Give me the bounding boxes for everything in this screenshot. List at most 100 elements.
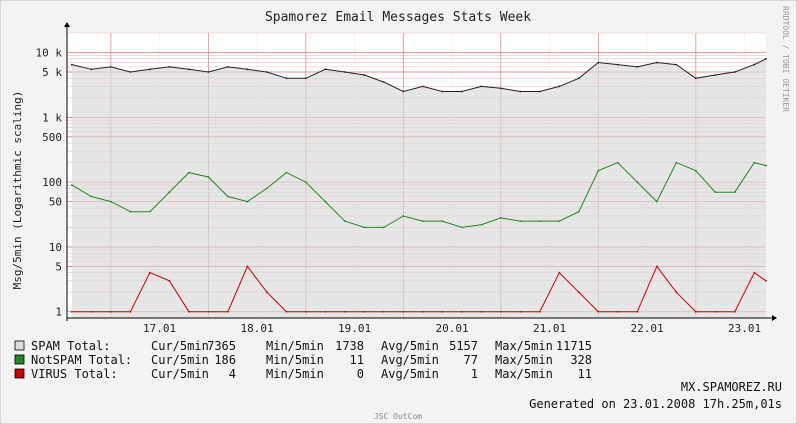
virus-totalpoint bbox=[538, 310, 541, 313]
notspam-totalpoint bbox=[499, 217, 502, 219]
virus-totalpoint bbox=[304, 310, 307, 313]
notspam-totalpoint bbox=[538, 220, 541, 223]
virus-totalpoint bbox=[246, 265, 249, 268]
rrdtool-credit: RRDTOOL / TOBI OETIKER bbox=[781, 6, 790, 112]
legend-cur: 7365 bbox=[207, 339, 236, 353]
legend-max: 11715 bbox=[556, 339, 592, 353]
legend-min: 1738 bbox=[335, 339, 364, 353]
notspam-totalpoint bbox=[109, 200, 112, 203]
spam-totalpoint bbox=[70, 63, 73, 66]
virus-totalpoint bbox=[207, 310, 210, 313]
y-tick-label: 1 bbox=[55, 306, 62, 319]
notspam-totalpoint bbox=[441, 220, 444, 223]
virus-totalpoint bbox=[324, 310, 327, 313]
virus-totalpoint bbox=[694, 310, 697, 313]
virus-totalpoint bbox=[363, 310, 366, 313]
y-tick-label: 5 k bbox=[42, 66, 62, 79]
notspam-totalpoint bbox=[187, 171, 190, 174]
virus-totalpoint bbox=[480, 310, 483, 313]
notspam-totalpoint bbox=[675, 161, 678, 164]
notspam-totalpoint bbox=[480, 223, 483, 226]
virus-totalpoint bbox=[90, 310, 93, 313]
spam-totalpoint bbox=[499, 87, 502, 90]
spam-totalpoint bbox=[694, 77, 697, 80]
notspam-totalpoint bbox=[343, 220, 346, 223]
legend-max-label: Max/5min bbox=[495, 339, 553, 353]
virus-totalpoint bbox=[675, 291, 678, 294]
notspam-totalpoint bbox=[421, 220, 424, 223]
notspam-totalpoint bbox=[304, 181, 307, 184]
spam-totalpoint bbox=[675, 63, 678, 66]
legend-min-label: Min/5min bbox=[266, 353, 324, 367]
virus-totalpoint bbox=[168, 279, 171, 282]
x-tick-label: 20.01 bbox=[436, 322, 469, 335]
y-axis-label: Msg/5min (Logarithmic scaling) bbox=[11, 91, 24, 290]
virus-totalpoint bbox=[655, 265, 658, 268]
spam-totalpoint bbox=[226, 65, 229, 68]
x-tick-label: 23.01 bbox=[728, 322, 761, 335]
x-tick-label: 19.01 bbox=[338, 322, 371, 335]
notspam-totalpoint bbox=[733, 191, 736, 194]
notspam-totalpoint bbox=[382, 226, 385, 229]
legend-max: 11 bbox=[578, 367, 592, 381]
chart-title: Spamorez Email Messages Stats Week bbox=[265, 10, 531, 25]
spam-totalpoint bbox=[577, 77, 580, 80]
legend-avg-label: Avg/5min bbox=[381, 353, 439, 367]
virus-totalpoint bbox=[616, 310, 619, 313]
virus-totalpoint bbox=[765, 279, 767, 282]
notspam-totalpoint bbox=[207, 176, 210, 178]
virus-totalpoint bbox=[343, 310, 346, 313]
notspam-totalpoint bbox=[616, 161, 619, 164]
spam-totalpoint bbox=[304, 77, 307, 80]
virus-totalpoint bbox=[753, 271, 756, 274]
spam-totalpoint bbox=[382, 81, 385, 83]
notspam-totalpoint bbox=[460, 226, 463, 229]
notspam-totalpoint bbox=[636, 181, 639, 184]
spam-totalpoint bbox=[441, 90, 444, 93]
spam-totalpoint bbox=[714, 74, 717, 76]
notspam-totalpoint bbox=[402, 215, 405, 217]
spam-totalpoint bbox=[753, 63, 756, 66]
spam-totalpoint bbox=[519, 90, 522, 93]
spam-totalpoint bbox=[148, 68, 151, 71]
spam-totalpoint bbox=[168, 65, 171, 68]
virus-totalpoint bbox=[714, 310, 717, 313]
generated-timestamp: Generated on 23.01.2008 17h.25m,01s bbox=[529, 397, 782, 411]
legend-avg: 1 bbox=[471, 367, 478, 381]
legend-min: 11 bbox=[350, 353, 364, 367]
y-tick-label: 10 k bbox=[36, 47, 63, 60]
legend-label: SPAM Total: bbox=[31, 339, 110, 353]
notspam-totalpoint bbox=[597, 169, 600, 172]
spam-totalpoint bbox=[129, 71, 132, 73]
virus-totalpoint bbox=[441, 310, 444, 313]
notspam-totalpoint bbox=[363, 226, 366, 229]
spam-totalpoint bbox=[558, 85, 561, 88]
legend-avg: 5157 bbox=[449, 339, 478, 353]
virus-totalpoint bbox=[129, 310, 132, 313]
spam-totalpoint bbox=[480, 85, 483, 88]
virus-totalpoint bbox=[285, 310, 288, 313]
legend-avg: 77 bbox=[464, 353, 478, 367]
virus-totalpoint bbox=[597, 310, 600, 313]
spam-totalpoint bbox=[207, 71, 210, 73]
spam-totalpoint bbox=[187, 68, 190, 71]
spam-totalpoint bbox=[538, 90, 541, 93]
spam-totalpoint bbox=[733, 71, 736, 73]
legend-cur-label: Cur/5min bbox=[151, 339, 209, 353]
spam-totalpoint bbox=[246, 68, 249, 71]
host-name: MX.SPAMOREZ.RU bbox=[681, 380, 782, 394]
legend-max-label: Max/5min bbox=[495, 353, 553, 367]
virus-totalpoint bbox=[70, 310, 73, 313]
x-tick-label: 22.01 bbox=[631, 322, 664, 335]
spam-totalpoint bbox=[343, 71, 346, 73]
y-axis-arrow bbox=[64, 22, 70, 27]
spam-totalpoint bbox=[363, 74, 366, 76]
virus-totalpoint bbox=[460, 310, 463, 313]
notspam-totalpoint bbox=[753, 161, 756, 164]
legend-avg-label: Avg/5min bbox=[381, 339, 439, 353]
spam-totalpoint bbox=[90, 68, 93, 71]
notspam-totalpoint bbox=[168, 191, 171, 194]
virus-totalpoint bbox=[519, 310, 522, 313]
